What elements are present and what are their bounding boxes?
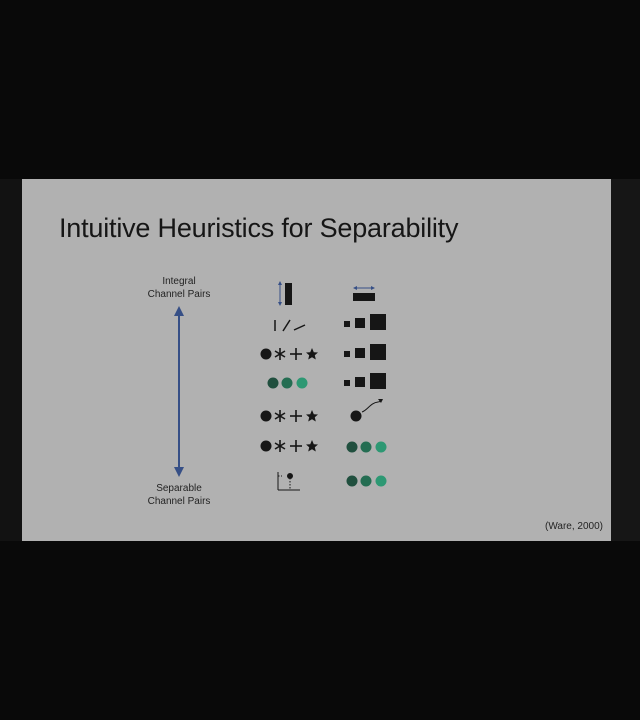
square-size-icon-2: [344, 344, 386, 360]
shape-asterisk-icon: [274, 348, 286, 360]
integral-label-line2: Channel Pairs: [147, 289, 211, 300]
frame-right-edge: [611, 179, 640, 541]
channel-pairs-figure: [174, 281, 387, 491]
shape-circle-icon: [260, 348, 272, 360]
shape-row-1: [260, 348, 318, 360]
vertical-bar-size-icon: [278, 281, 292, 306]
frame-left-edge: [0, 179, 22, 541]
square-size-icon-3: [344, 373, 386, 389]
separable-label: Separable Channel Pairs: [119, 482, 239, 508]
integral-label: Integral Channel Pairs: [119, 275, 239, 301]
separable-label-line1: Separable: [156, 483, 202, 494]
shape-star-icon: [306, 348, 318, 360]
green-circles-icon-3: [346, 475, 387, 487]
position-axes-icon: [277, 472, 300, 491]
green-circles-icon: [267, 377, 308, 389]
slide: Intuitive Heuristics for Separability In…: [22, 179, 611, 541]
green-circles-icon-2: [346, 441, 387, 453]
circle-motion-icon: [350, 399, 383, 422]
integral-label-line1: Integral: [162, 276, 196, 287]
line-orientation-icon: [274, 319, 306, 332]
shape-row-3: [260, 440, 318, 452]
integral-separable-arrow: [174, 306, 184, 477]
slide-title: Intuitive Heuristics for Separability: [59, 213, 459, 243]
square-size-icon: [344, 314, 386, 330]
horizontal-bar-size-icon: [353, 286, 375, 301]
shape-row-2: [260, 410, 318, 422]
shape-plus-icon: [290, 348, 302, 360]
separable-label-line2: Channel Pairs: [147, 496, 211, 507]
citation: (Ware, 2000): [545, 521, 603, 532]
